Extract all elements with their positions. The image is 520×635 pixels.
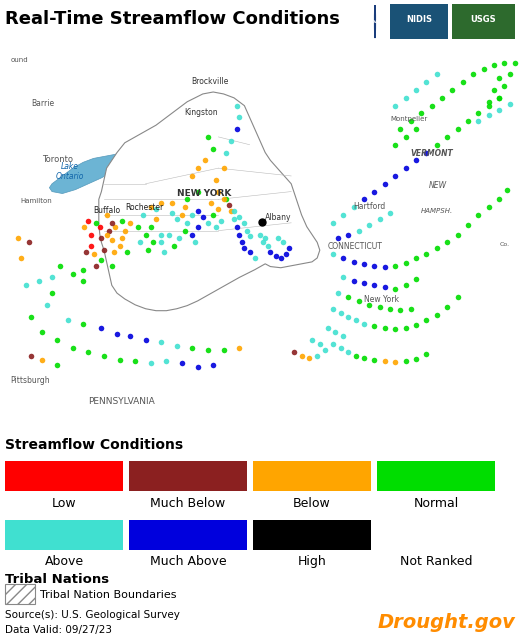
Text: Co.: Co. (499, 243, 509, 247)
Text: Buffalo: Buffalo (94, 206, 121, 215)
Circle shape (374, 5, 375, 38)
Text: Montpelier: Montpelier (390, 116, 427, 123)
Text: Streamflow Conditions: Streamflow Conditions (5, 438, 183, 451)
Bar (390, 4, 448, 39)
Bar (452, 4, 515, 39)
Bar (5, 519, 123, 550)
Bar (129, 461, 247, 491)
Bar (253, 519, 371, 550)
Bar (5, 584, 35, 604)
Text: Real-Time Streamflow Conditions: Real-Time Streamflow Conditions (5, 10, 340, 29)
Text: New York: New York (364, 295, 399, 304)
Text: NEW YORK: NEW YORK (177, 189, 231, 198)
Text: ound: ound (10, 57, 28, 63)
Bar (377, 461, 495, 491)
Polygon shape (49, 152, 130, 194)
Text: Toronto: Toronto (42, 156, 73, 164)
Text: Low: Low (51, 497, 76, 509)
Text: Not Ranked: Not Ranked (400, 555, 472, 568)
Text: Brockville: Brockville (191, 77, 229, 86)
Text: Pittsburgh: Pittsburgh (10, 376, 50, 385)
Text: High: High (297, 555, 327, 568)
Text: Hamilton: Hamilton (21, 198, 53, 204)
Text: Below: Below (293, 497, 331, 509)
Text: VERMONT: VERMONT (411, 149, 453, 158)
Text: Lake
Ontario: Lake Ontario (56, 161, 84, 181)
Text: Drought.gov: Drought.gov (377, 613, 515, 632)
Text: Tribal Nations: Tribal Nations (5, 573, 109, 586)
Polygon shape (99, 92, 320, 311)
Text: USGS: USGS (470, 15, 496, 24)
Text: Source(s): U.S. Geological Survey: Source(s): U.S. Geological Survey (5, 610, 180, 620)
Text: Kingston: Kingston (185, 109, 218, 117)
Text: HAMPSH.: HAMPSH. (421, 208, 453, 214)
Text: Hartford: Hartford (354, 202, 386, 211)
Text: NIDIS: NIDIS (406, 15, 432, 24)
Bar (253, 461, 371, 491)
Text: Much Below: Much Below (150, 497, 226, 509)
Text: NEW: NEW (429, 181, 447, 190)
Bar (129, 519, 247, 550)
Text: Albany: Albany (265, 213, 292, 222)
Text: Tribal Nation Boundaries: Tribal Nation Boundaries (40, 589, 176, 599)
Text: Data Valid: 09/27/23: Data Valid: 09/27/23 (5, 625, 112, 635)
Text: Normal: Normal (413, 497, 459, 509)
Text: Barrie: Barrie (31, 98, 54, 108)
Bar (5, 461, 123, 491)
Text: NOAA: NOAA (368, 20, 382, 23)
Text: Much Above: Much Above (150, 555, 226, 568)
Text: Rochester: Rochester (125, 203, 163, 212)
Text: Above: Above (44, 555, 84, 568)
Text: CONNECTICUT: CONNECTICUT (328, 243, 383, 251)
Text: PENNSYLVANIA: PENNSYLVANIA (88, 398, 155, 406)
